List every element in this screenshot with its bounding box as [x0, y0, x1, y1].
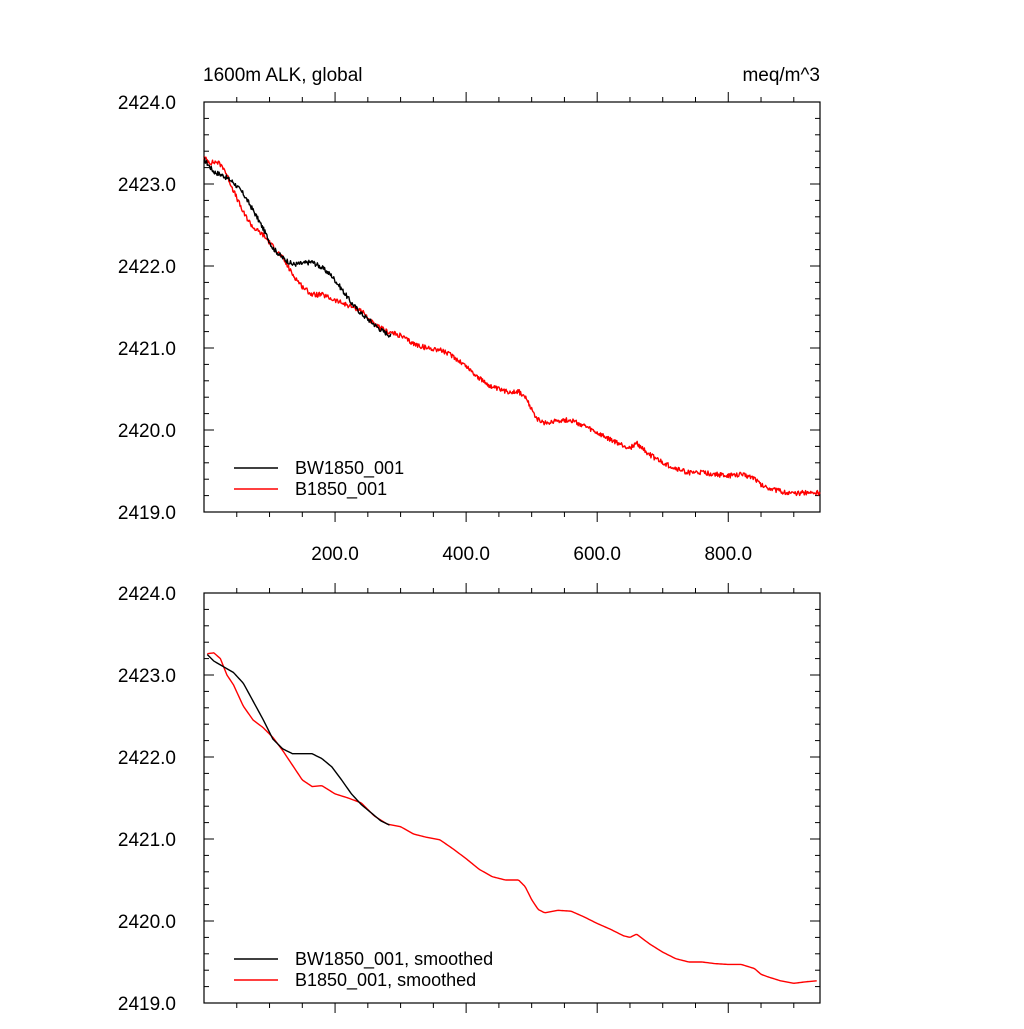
series-line-b1850-001-smoothed — [207, 652, 817, 984]
units-label: meq/m^3 — [742, 65, 820, 86]
y-tick-label: 2422.0 — [118, 257, 176, 278]
legend-label: B1850_001, smoothed — [295, 970, 476, 991]
y-tick-label: 2422.0 — [118, 748, 176, 769]
x-tick-label: 200.0 — [311, 544, 359, 565]
y-tick-label: 2424.0 — [118, 93, 176, 114]
x-tick-label: 600.0 — [573, 544, 621, 565]
y-tick-label: 2420.0 — [118, 421, 176, 442]
series-line-b1850-001 — [203, 156, 821, 497]
y-tick-label: 2419.0 — [118, 503, 176, 524]
y-tick-label: 2421.0 — [118, 339, 176, 360]
y-tick-label: 2421.0 — [118, 830, 176, 851]
chart-title: 1600m ALK, global — [203, 65, 363, 86]
x-tick-label: 800.0 — [704, 544, 752, 565]
legend-label: BW1850_001, smoothed — [295, 949, 493, 970]
plot-frame — [203, 592, 821, 1004]
x-tick-label: 400.0 — [442, 544, 490, 565]
top-panel: 1600m ALK, global meq/m^3 2419.0 2420.0 24… — [118, 65, 821, 565]
legend-label: BW1850_001 — [295, 458, 404, 479]
plot-frame — [203, 101, 821, 513]
y-tick-label: 2423.0 — [118, 666, 176, 687]
y-tick-label: 2420.0 — [118, 912, 176, 933]
y-tick-label: 2419.0 — [118, 994, 176, 1015]
series-line-bw1850-001-smoothed — [206, 654, 390, 826]
series-line-bw1850-001 — [203, 156, 392, 338]
y-tick-label: 2423.0 — [118, 175, 176, 196]
legend-label: B1850_001 — [295, 479, 387, 500]
bottom-panel: 2419.0 2420.0 2421.0 2422.0 2423.0 2424.0 BW18… — [118, 583, 821, 1015]
y-tick-label: 2424.0 — [118, 584, 176, 605]
